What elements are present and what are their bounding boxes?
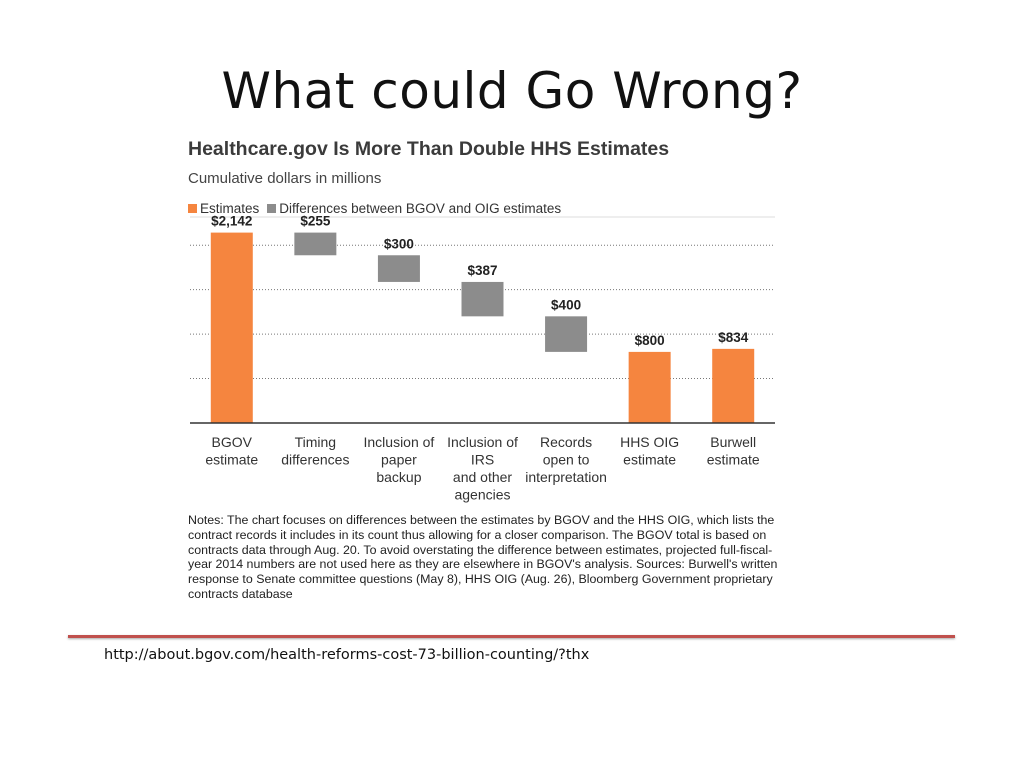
category-label-5: HHS OIG estimate	[620, 434, 679, 468]
category-label-6-line-1: estimate	[707, 452, 760, 468]
footer-divider	[68, 635, 955, 638]
legend-label-estimates: Estimates	[200, 201, 260, 216]
bar-value-label-1: $255	[300, 214, 331, 229]
legend-swatch-differences	[267, 204, 277, 213]
category-label-4: Records open to interpretation	[525, 434, 607, 485]
category-label-2-line-2: backup	[376, 469, 421, 485]
category-label-2-line-0: Inclusion of	[364, 434, 435, 450]
bar-value-label-2: $300	[384, 236, 414, 251]
category-label-3-line-1: IRS	[471, 452, 494, 468]
bar-2	[377, 255, 420, 282]
legend-item-estimates: Estimates	[188, 201, 259, 216]
category-label-3: Inclusion of IRS and other agencies	[447, 434, 518, 503]
category-label-0-line-0: BGOV	[212, 434, 253, 450]
waterfall-chart: $2,142 BGOV estimate $255 Timing differences $…	[190, 214, 775, 503]
category-label-5-line-0: HHS OIG	[620, 434, 679, 450]
category-label-3-line-0: Inclusion of	[447, 434, 518, 450]
category-label-4-line-1: open to	[543, 452, 590, 468]
legend-item-differences: Differences between BGOV and OIG estimat…	[267, 201, 561, 216]
category-label-2-line-1: paper	[381, 452, 417, 468]
bar-5	[628, 351, 671, 423]
bar-value-label-0: $2,142	[211, 214, 252, 229]
legend-label-differences: Differences between BGOV and OIG estimat…	[279, 201, 562, 216]
chart-notes: Notes: The chart focuses on differences …	[188, 513, 778, 601]
bar-1	[294, 232, 337, 256]
bar-4	[545, 316, 588, 352]
bar-value-label-5: $800	[635, 333, 665, 348]
bar-value-label-6: $834	[718, 330, 749, 345]
bar-value-label-4: $400	[551, 297, 581, 312]
category-label-3-line-2: and other	[453, 469, 512, 485]
source-url[interactable]: http://about.bgov.com/health-reforms-cos…	[104, 647, 590, 663]
chart-legend: Estimates Differences between BGOV and O…	[188, 201, 569, 216]
category-label-0-line-1: estimate	[205, 452, 258, 468]
bar-3	[461, 281, 504, 317]
category-label-6-line-0: Burwell	[710, 434, 756, 450]
category-label-3-line-3: agencies	[454, 487, 510, 503]
chart-subtitle: Cumulative dollars in millions	[188, 170, 382, 187]
category-label-1-line-1: differences	[281, 452, 349, 468]
legend-swatch-estimates	[188, 204, 197, 213]
bar-value-label-3: $387	[467, 263, 497, 278]
category-label-1-line-0: Timing	[295, 434, 337, 450]
category-label-2: Inclusion of paper backup	[364, 434, 435, 485]
category-label-5-line-1: estimate	[623, 452, 676, 468]
category-label-6: Burwell estimate	[707, 434, 760, 468]
category-label-4-line-2: interpretation	[525, 469, 607, 485]
chart-title: Healthcare.gov Is More Than Double HHS E…	[188, 138, 670, 160]
bar-0	[210, 232, 253, 423]
slide-title: What could Go Wrong?	[221, 62, 803, 120]
category-label-4-line-0: Records	[540, 434, 592, 450]
category-label-1: Timing differences	[281, 434, 349, 468]
bar-6	[712, 348, 755, 423]
category-label-0: BGOV estimate	[205, 434, 258, 468]
